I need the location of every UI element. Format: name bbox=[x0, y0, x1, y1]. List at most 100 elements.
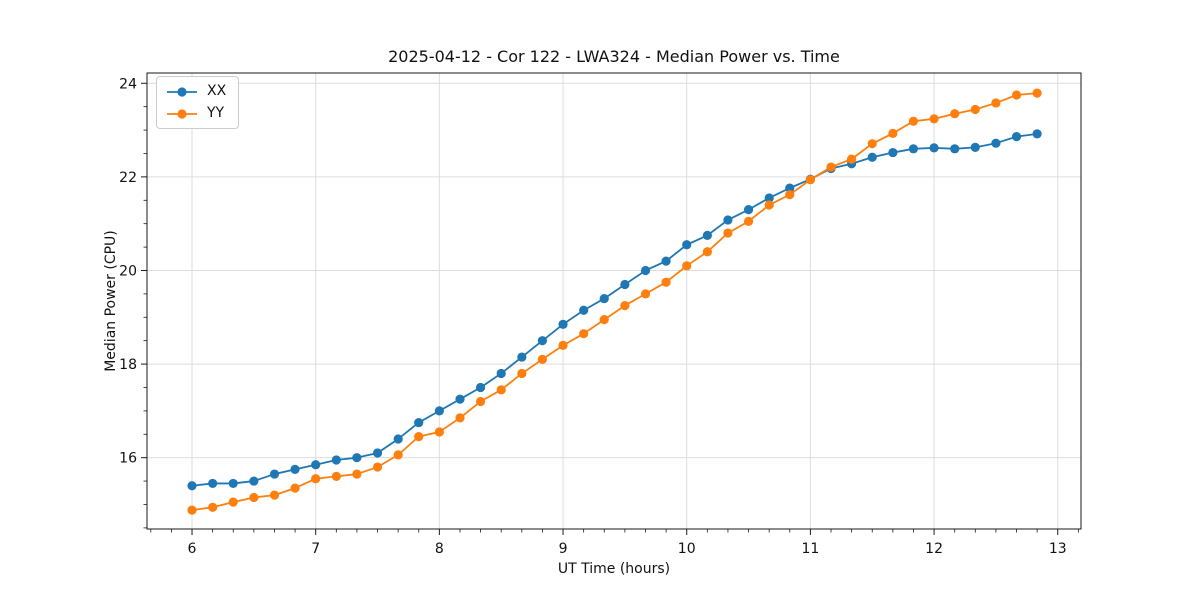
series-xx-marker bbox=[991, 138, 1001, 148]
series-yy-marker bbox=[187, 505, 197, 515]
series-yy-marker bbox=[434, 427, 444, 437]
series-xx-line bbox=[191, 132, 1038, 487]
series-yy-marker bbox=[661, 277, 671, 287]
series-xx-marker bbox=[682, 240, 692, 250]
series-yy-marker bbox=[517, 368, 527, 379]
series-yy-marker bbox=[331, 471, 341, 481]
series-yy-marker bbox=[620, 300, 630, 311]
series-yy-marker bbox=[888, 128, 898, 138]
series-yy-marker bbox=[1032, 88, 1042, 98]
series-yy-marker bbox=[950, 109, 960, 119]
series-yy-marker bbox=[228, 497, 238, 507]
legend: XX YY bbox=[156, 76, 240, 129]
series-xx-marker bbox=[785, 183, 795, 193]
series-xx-marker bbox=[331, 455, 341, 465]
series-xx-marker bbox=[620, 279, 630, 290]
series-xx-marker bbox=[269, 469, 280, 479]
x-axis-label: UT Time (hours) bbox=[557, 561, 671, 577]
series-yy-marker bbox=[908, 116, 919, 126]
series-xx-marker bbox=[888, 147, 898, 158]
series-xx-marker bbox=[537, 336, 547, 346]
series-yy-marker bbox=[867, 139, 877, 149]
series-yy-marker bbox=[579, 329, 589, 339]
series-yy-marker bbox=[537, 354, 547, 364]
series-yy-marker bbox=[1011, 90, 1022, 100]
series-yy-marker bbox=[249, 492, 259, 503]
series-yy-marker bbox=[372, 462, 383, 472]
series-xx-marker bbox=[702, 230, 712, 240]
y-axis-label: Median Power (CPU) bbox=[103, 230, 119, 372]
series-xx-marker bbox=[455, 394, 465, 404]
series-xx-marker bbox=[867, 152, 877, 162]
series-xx-marker bbox=[579, 305, 589, 315]
legend-label: YY bbox=[207, 105, 225, 121]
series-yy-marker bbox=[929, 114, 939, 124]
series-xx-marker bbox=[496, 368, 506, 379]
y-tick-label: 20 bbox=[119, 263, 137, 279]
series-yy-marker bbox=[785, 190, 795, 200]
series-xx-marker bbox=[311, 460, 321, 470]
series-xx-marker bbox=[393, 434, 403, 444]
series-xx-marker bbox=[208, 478, 218, 489]
series-yy-marker bbox=[970, 104, 980, 115]
series-xx-marker bbox=[970, 142, 980, 153]
series-yy-marker bbox=[599, 315, 609, 325]
series-xx-marker bbox=[414, 417, 424, 428]
series-xx-marker bbox=[743, 205, 754, 215]
chart-title: 2025-04-12 - Cor 122 - LWA324 - Median P… bbox=[388, 47, 840, 66]
series-xx-marker bbox=[228, 478, 238, 489]
series-yy-marker bbox=[393, 450, 403, 460]
series-xx-marker bbox=[929, 143, 939, 153]
series-xx-marker bbox=[1032, 129, 1042, 139]
series-yy-marker bbox=[496, 385, 506, 395]
series-yy-marker bbox=[805, 175, 816, 185]
series-yy-marker bbox=[723, 228, 733, 238]
x-tick-label: 12 bbox=[925, 541, 943, 557]
series-xx-marker bbox=[908, 144, 919, 154]
series-yy-marker bbox=[846, 154, 857, 164]
series-yy-marker bbox=[290, 483, 300, 493]
plot-border bbox=[146, 72, 1082, 530]
series-yy-marker bbox=[208, 502, 218, 512]
series-yy-line bbox=[191, 92, 1038, 511]
legend-swatch-icon bbox=[167, 86, 197, 97]
series-xx-marker bbox=[249, 476, 259, 486]
series-xx-marker bbox=[372, 448, 383, 458]
series-yy-marker bbox=[475, 396, 486, 407]
series-yy-marker bbox=[826, 162, 836, 172]
x-tick-label: 13 bbox=[1049, 541, 1067, 557]
series-xx-marker bbox=[599, 293, 609, 304]
legend-label: XX bbox=[207, 83, 227, 99]
y-tick-label: 18 bbox=[119, 357, 137, 373]
series-yy-marker bbox=[743, 216, 754, 226]
series-xx-marker bbox=[187, 481, 197, 491]
series-xx-marker bbox=[434, 406, 444, 416]
series-yy-marker bbox=[764, 200, 774, 210]
legend-swatch-icon bbox=[167, 108, 197, 119]
series-yy-marker bbox=[269, 490, 280, 500]
y-tick-label: 22 bbox=[119, 170, 137, 186]
y-tick-label: 24 bbox=[119, 76, 137, 92]
series-yy-marker bbox=[414, 432, 424, 442]
x-tick-label: 9 bbox=[559, 541, 568, 557]
series-xx-marker bbox=[475, 382, 486, 393]
x-tick-label: 6 bbox=[188, 541, 197, 557]
series-xx-marker bbox=[723, 215, 733, 225]
series-xx-marker bbox=[640, 265, 651, 276]
series-xx-marker bbox=[517, 352, 527, 362]
series-yy-marker bbox=[682, 261, 692, 271]
series-yy-marker bbox=[455, 413, 465, 423]
series-xx-marker bbox=[290, 464, 300, 474]
x-tick-label: 7 bbox=[311, 541, 320, 557]
x-tick-label: 11 bbox=[801, 541, 819, 557]
series-xx-marker bbox=[764, 193, 774, 203]
series-yy-marker bbox=[558, 340, 568, 350]
series-yy-marker bbox=[991, 98, 1001, 108]
legend-item-xx: XX bbox=[165, 82, 226, 101]
series-xx-marker bbox=[352, 453, 362, 463]
x-tick-label: 10 bbox=[678, 541, 696, 557]
series-xx-marker bbox=[1011, 132, 1022, 142]
series-xx-marker bbox=[661, 256, 671, 266]
